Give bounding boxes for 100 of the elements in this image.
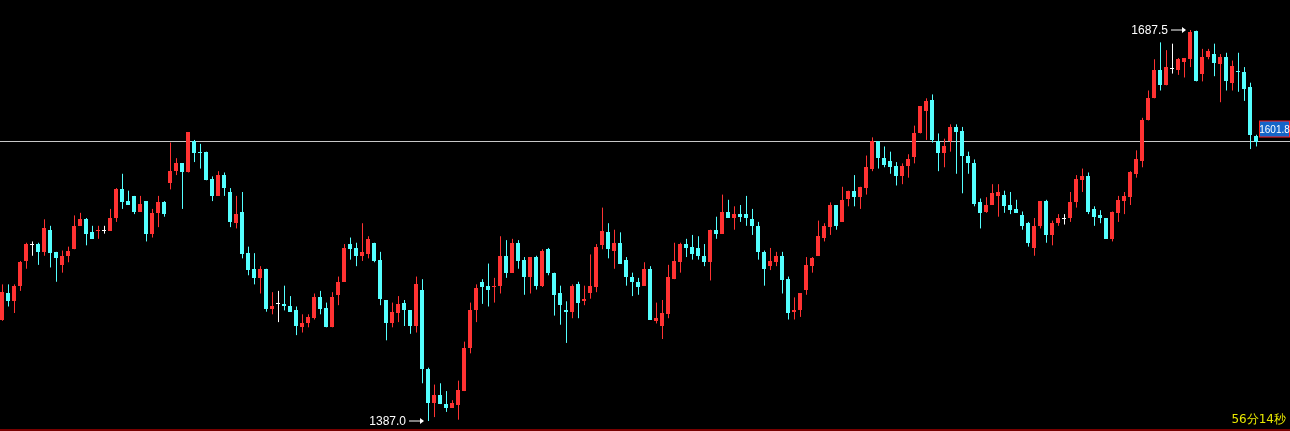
- candlestick: [906, 153, 910, 179]
- candlestick: [660, 299, 664, 340]
- candlestick: [246, 246, 250, 276]
- candlestick: [1008, 191, 1012, 215]
- candlestick: [1170, 43, 1174, 75]
- candlestick: [840, 186, 844, 223]
- candlestick: [54, 251, 58, 283]
- candlestick: [6, 283, 10, 307]
- candlestick: [234, 195, 238, 229]
- candlestick: [36, 242, 40, 266]
- candlestick: [1164, 49, 1168, 86]
- candlestick: [1236, 52, 1240, 93]
- candlestick: [966, 151, 970, 175]
- candlestick: [384, 299, 388, 341]
- candlestick: [180, 162, 184, 210]
- candlestick: [1050, 220, 1054, 246]
- candlestick: [948, 123, 952, 153]
- candlestick: [912, 125, 916, 164]
- candlestick: [888, 151, 892, 175]
- candlestick: [894, 161, 898, 186]
- candlestick: [360, 222, 364, 262]
- candlestick: [1158, 41, 1162, 91]
- candlestick: [792, 296, 796, 321]
- candlestick: [678, 242, 682, 274]
- candlestick: [552, 272, 556, 317]
- candlestick: [1122, 191, 1126, 215]
- candlestick: [486, 263, 490, 307]
- candlestick: [978, 198, 982, 229]
- candlestick: [546, 247, 550, 276]
- candlestick: [24, 242, 28, 270]
- candlestick: [798, 292, 802, 318]
- candlestick: [270, 291, 274, 315]
- candlestick: [780, 251, 784, 294]
- candlestick: [654, 302, 658, 324]
- candlestick: [168, 142, 172, 190]
- candlestick: [606, 222, 610, 259]
- candlestick: [318, 290, 322, 315]
- candlestick: [1080, 168, 1084, 193]
- candlestick: [558, 285, 562, 326]
- candlestick: [282, 285, 286, 311]
- annotation: 56分14秒: [1231, 412, 1286, 426]
- candlestick: [1134, 149, 1138, 179]
- candlestick: [324, 302, 328, 328]
- candlestick: [444, 390, 448, 413]
- candlestick: [942, 138, 946, 168]
- candlestick: [672, 242, 676, 280]
- candlestick: [30, 240, 34, 257]
- candlestick: [258, 265, 262, 294]
- candlestick: [1200, 48, 1204, 82]
- candlestick: [876, 140, 880, 170]
- candlestick: [696, 235, 700, 261]
- candlestick: [294, 306, 298, 336]
- candlestick: [828, 201, 832, 236]
- candlestick: [18, 260, 22, 292]
- candlestick: [768, 247, 772, 271]
- candlestick: [474, 283, 478, 323]
- candlestick: [96, 225, 100, 240]
- candlestick: [762, 250, 766, 287]
- candlestick: [504, 239, 508, 279]
- annotation: 1687.5: [1131, 23, 1169, 37]
- candlestick: [624, 256, 628, 287]
- candlestick: [996, 183, 1000, 218]
- candlestick: [366, 235, 370, 259]
- candlestick: [300, 313, 304, 334]
- candlestick: [192, 139, 196, 163]
- candlestick: [618, 231, 622, 265]
- candlestick: [1068, 191, 1072, 223]
- candlestick: [1230, 60, 1234, 91]
- candlestick: [1212, 43, 1216, 77]
- candlestick: [642, 261, 646, 287]
- candlestick: [1218, 53, 1222, 103]
- candlestick: [84, 217, 88, 246]
- candlestick: [396, 295, 400, 323]
- candlestick: [690, 234, 694, 261]
- candlestick: [12, 283, 16, 314]
- candlestick: [924, 97, 928, 141]
- candlestick: [588, 253, 592, 300]
- candlestick: [516, 239, 520, 270]
- candlestick: [492, 277, 496, 304]
- candlestick: [954, 123, 958, 175]
- candlestick: [612, 229, 616, 270]
- candlestick: [48, 225, 52, 268]
- candlestick: [714, 216, 718, 240]
- candlestick: [72, 214, 76, 250]
- candlestick: [1074, 174, 1078, 209]
- candlestick: [744, 195, 748, 227]
- candlestick: [582, 285, 586, 306]
- candlestick: [720, 194, 724, 235]
- candlestick: [456, 380, 460, 421]
- candlestick: [480, 278, 484, 305]
- candlestick: [120, 173, 124, 210]
- candlestick: [630, 272, 634, 297]
- candlestick: [864, 155, 868, 196]
- candlestick: [336, 276, 340, 306]
- candlestick: [732, 205, 736, 231]
- candlestick: [276, 290, 280, 323]
- candlestick: [1242, 66, 1246, 102]
- candlestick: [402, 299, 406, 327]
- candlestick: [390, 302, 394, 328]
- candlestick: [852, 174, 856, 207]
